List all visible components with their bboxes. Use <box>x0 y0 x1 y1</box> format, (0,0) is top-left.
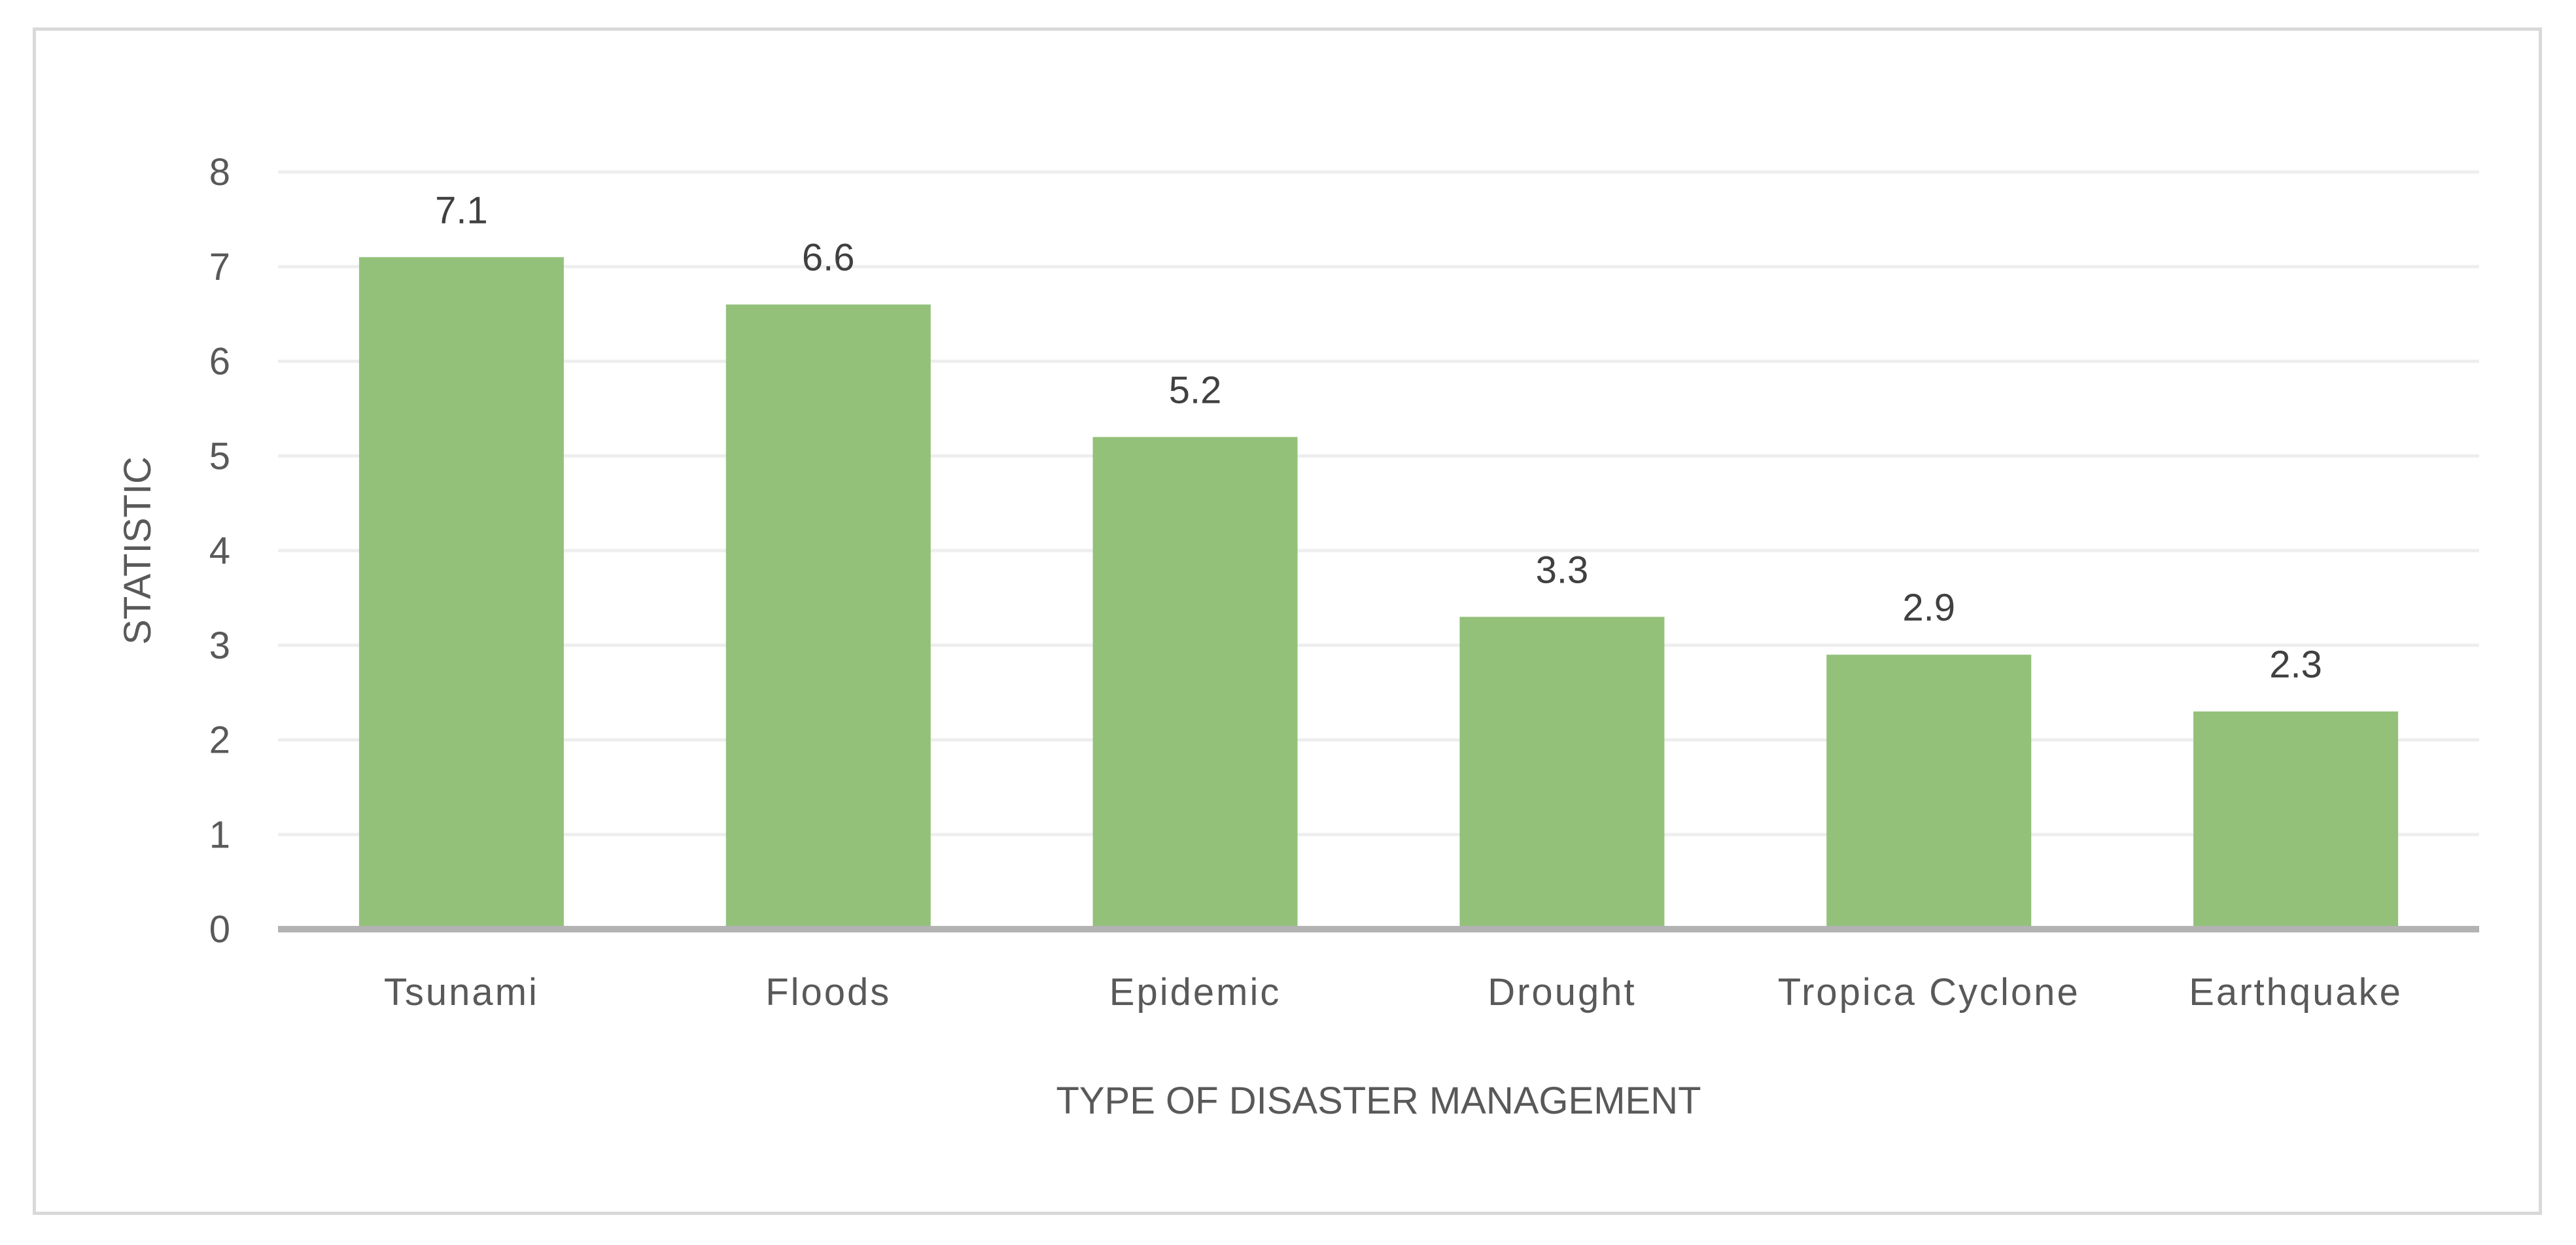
data-label: 2.3 <box>2269 643 2322 686</box>
y-tick-label: 3 <box>209 624 230 667</box>
y-tick-label: 2 <box>209 719 230 762</box>
y-tick-labels: 0 1 2 3 4 5 6 7 8 <box>209 151 230 951</box>
y-axis-title: STATISTIC <box>116 456 159 645</box>
y-tick-label: 0 <box>209 908 230 951</box>
bar-floods <box>725 304 931 929</box>
x-tick-label: Epidemic <box>1109 971 1281 1014</box>
y-tick-label: 1 <box>209 813 230 856</box>
bar-drought <box>1459 617 1665 929</box>
x-tick-label: Floods <box>765 971 891 1014</box>
y-tick-label: 5 <box>209 435 230 477</box>
data-label: 5.2 <box>1169 369 1222 411</box>
x-tick-label: Tsunami <box>384 971 539 1014</box>
x-axis-title: TYPE OF DISASTER MANAGEMENT <box>1056 1080 1701 1122</box>
x-tick-labels: Tsunami Floods Epidemic Drought Tropica Cycl… <box>384 971 2403 1014</box>
data-label: 2.9 <box>1902 587 1955 629</box>
y-tick-label: 8 <box>209 151 230 194</box>
data-labels: 7.1 6.6 5.2 3.3 2.9 2.3 <box>435 189 2322 686</box>
x-tick-label: Drought <box>1488 971 1636 1014</box>
y-tick-label: 7 <box>209 246 230 288</box>
y-tick-label: 6 <box>209 341 230 383</box>
x-tick-label: Tropica Cyclone <box>1778 971 2080 1014</box>
bar-earthquake <box>2193 711 2399 929</box>
bars <box>358 257 2399 929</box>
y-tick-label: 4 <box>209 530 230 572</box>
gridlines <box>278 170 2479 836</box>
x-tick-label: Earthquake <box>2189 971 2403 1014</box>
data-label: 6.6 <box>802 237 855 279</box>
data-label: 7.1 <box>435 189 488 231</box>
bar-tsunami <box>358 257 564 929</box>
bar-tropica-cyclone <box>1826 655 2032 929</box>
bar-epidemic <box>1092 437 1298 929</box>
data-label: 3.3 <box>1536 549 1589 591</box>
